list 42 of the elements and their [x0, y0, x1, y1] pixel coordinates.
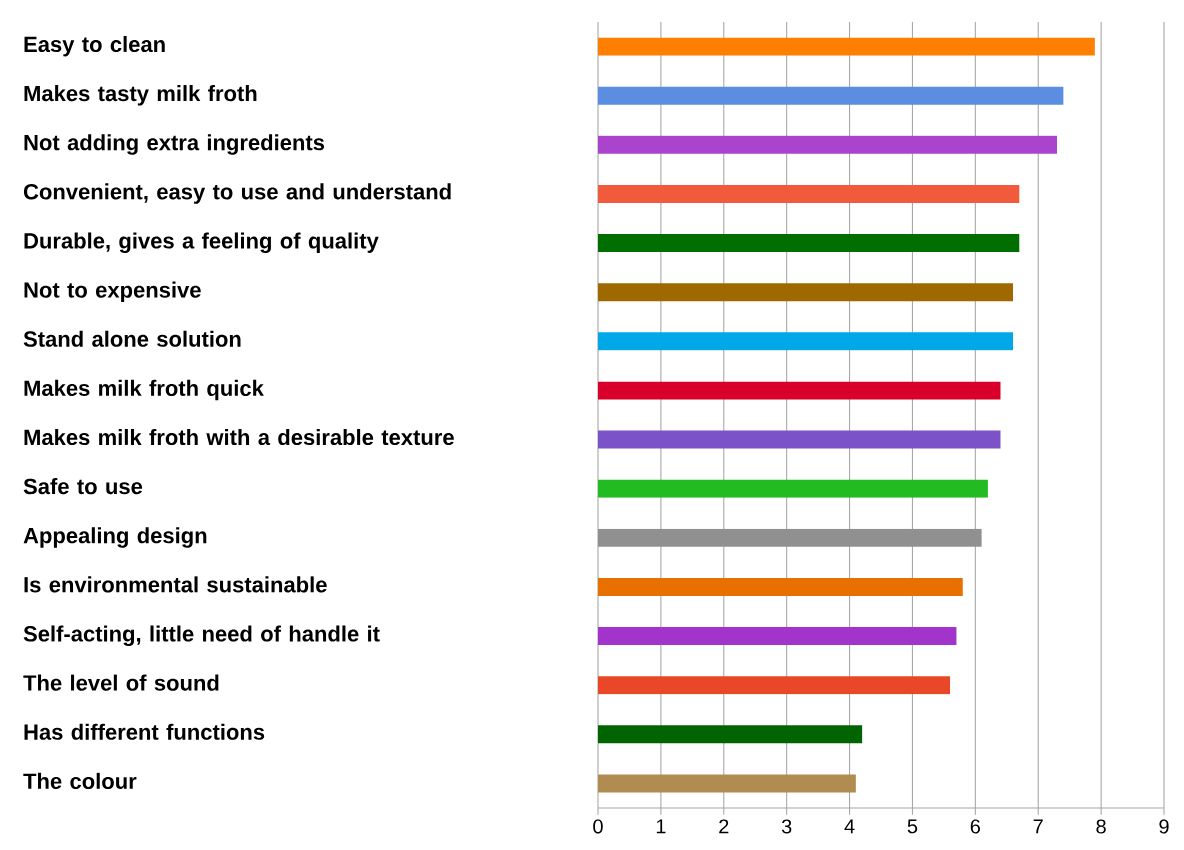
- bar: [598, 627, 957, 646]
- bar: [598, 283, 1014, 302]
- y-tick-label: The colour: [23, 772, 137, 789]
- y-tick-label: Not to expensive: [24, 281, 201, 303]
- y-tick-label: Has different functions: [24, 723, 265, 740]
- bar: [598, 135, 1058, 154]
- x-tick-label: 4: [844, 819, 855, 834]
- x-tick-label: 1: [656, 819, 666, 834]
- x-tick-label: 2: [719, 819, 729, 834]
- y-tick-label: Makes milk froth quick: [24, 379, 264, 401]
- bar: [598, 184, 1020, 203]
- y-tick-label: Is environmental sustainable: [24, 576, 327, 593]
- bar: [598, 332, 1014, 351]
- y-tick-label: Convenient, easy to use and understand: [23, 183, 451, 204]
- bar: [598, 234, 1020, 253]
- y-tick-label: Self-acting, little need of handle it: [23, 625, 380, 647]
- y-tick-label: Makes milk froth with a desirable texture: [24, 428, 454, 446]
- bar: [598, 37, 1095, 56]
- y-tick-label: Durable, gives a feeling of quality: [24, 232, 379, 254]
- y-tick-label: Appealing design: [23, 527, 207, 548]
- y-tick-label: Stand alone solution: [23, 330, 241, 347]
- bar: [598, 381, 1001, 400]
- bar: [598, 528, 982, 547]
- y-tick-label: Not adding extra ingredients: [24, 134, 325, 155]
- y-tick-label: Makes tasty milk froth: [24, 85, 257, 106]
- bar: [598, 479, 988, 498]
- bar: [598, 430, 1001, 449]
- y-tick-label: Safe to use: [23, 478, 143, 495]
- bar: [598, 577, 963, 596]
- bar: [598, 86, 1064, 105]
- x-tick-label: 9: [1159, 819, 1169, 834]
- x-tick-label: 3: [781, 819, 792, 834]
- bar: [598, 725, 863, 744]
- x-tick-label: 5: [907, 819, 918, 834]
- y-tick-label: The level of sound: [23, 674, 219, 691]
- bar: [598, 774, 856, 793]
- bar: [598, 676, 951, 695]
- x-tick-label: 6: [970, 819, 981, 834]
- y-tick-label: Easy to clean: [24, 35, 165, 57]
- x-tick-label: 8: [1096, 819, 1106, 834]
- x-tick-label: 7: [1033, 819, 1043, 834]
- x-tick-label: 0: [593, 819, 603, 834]
